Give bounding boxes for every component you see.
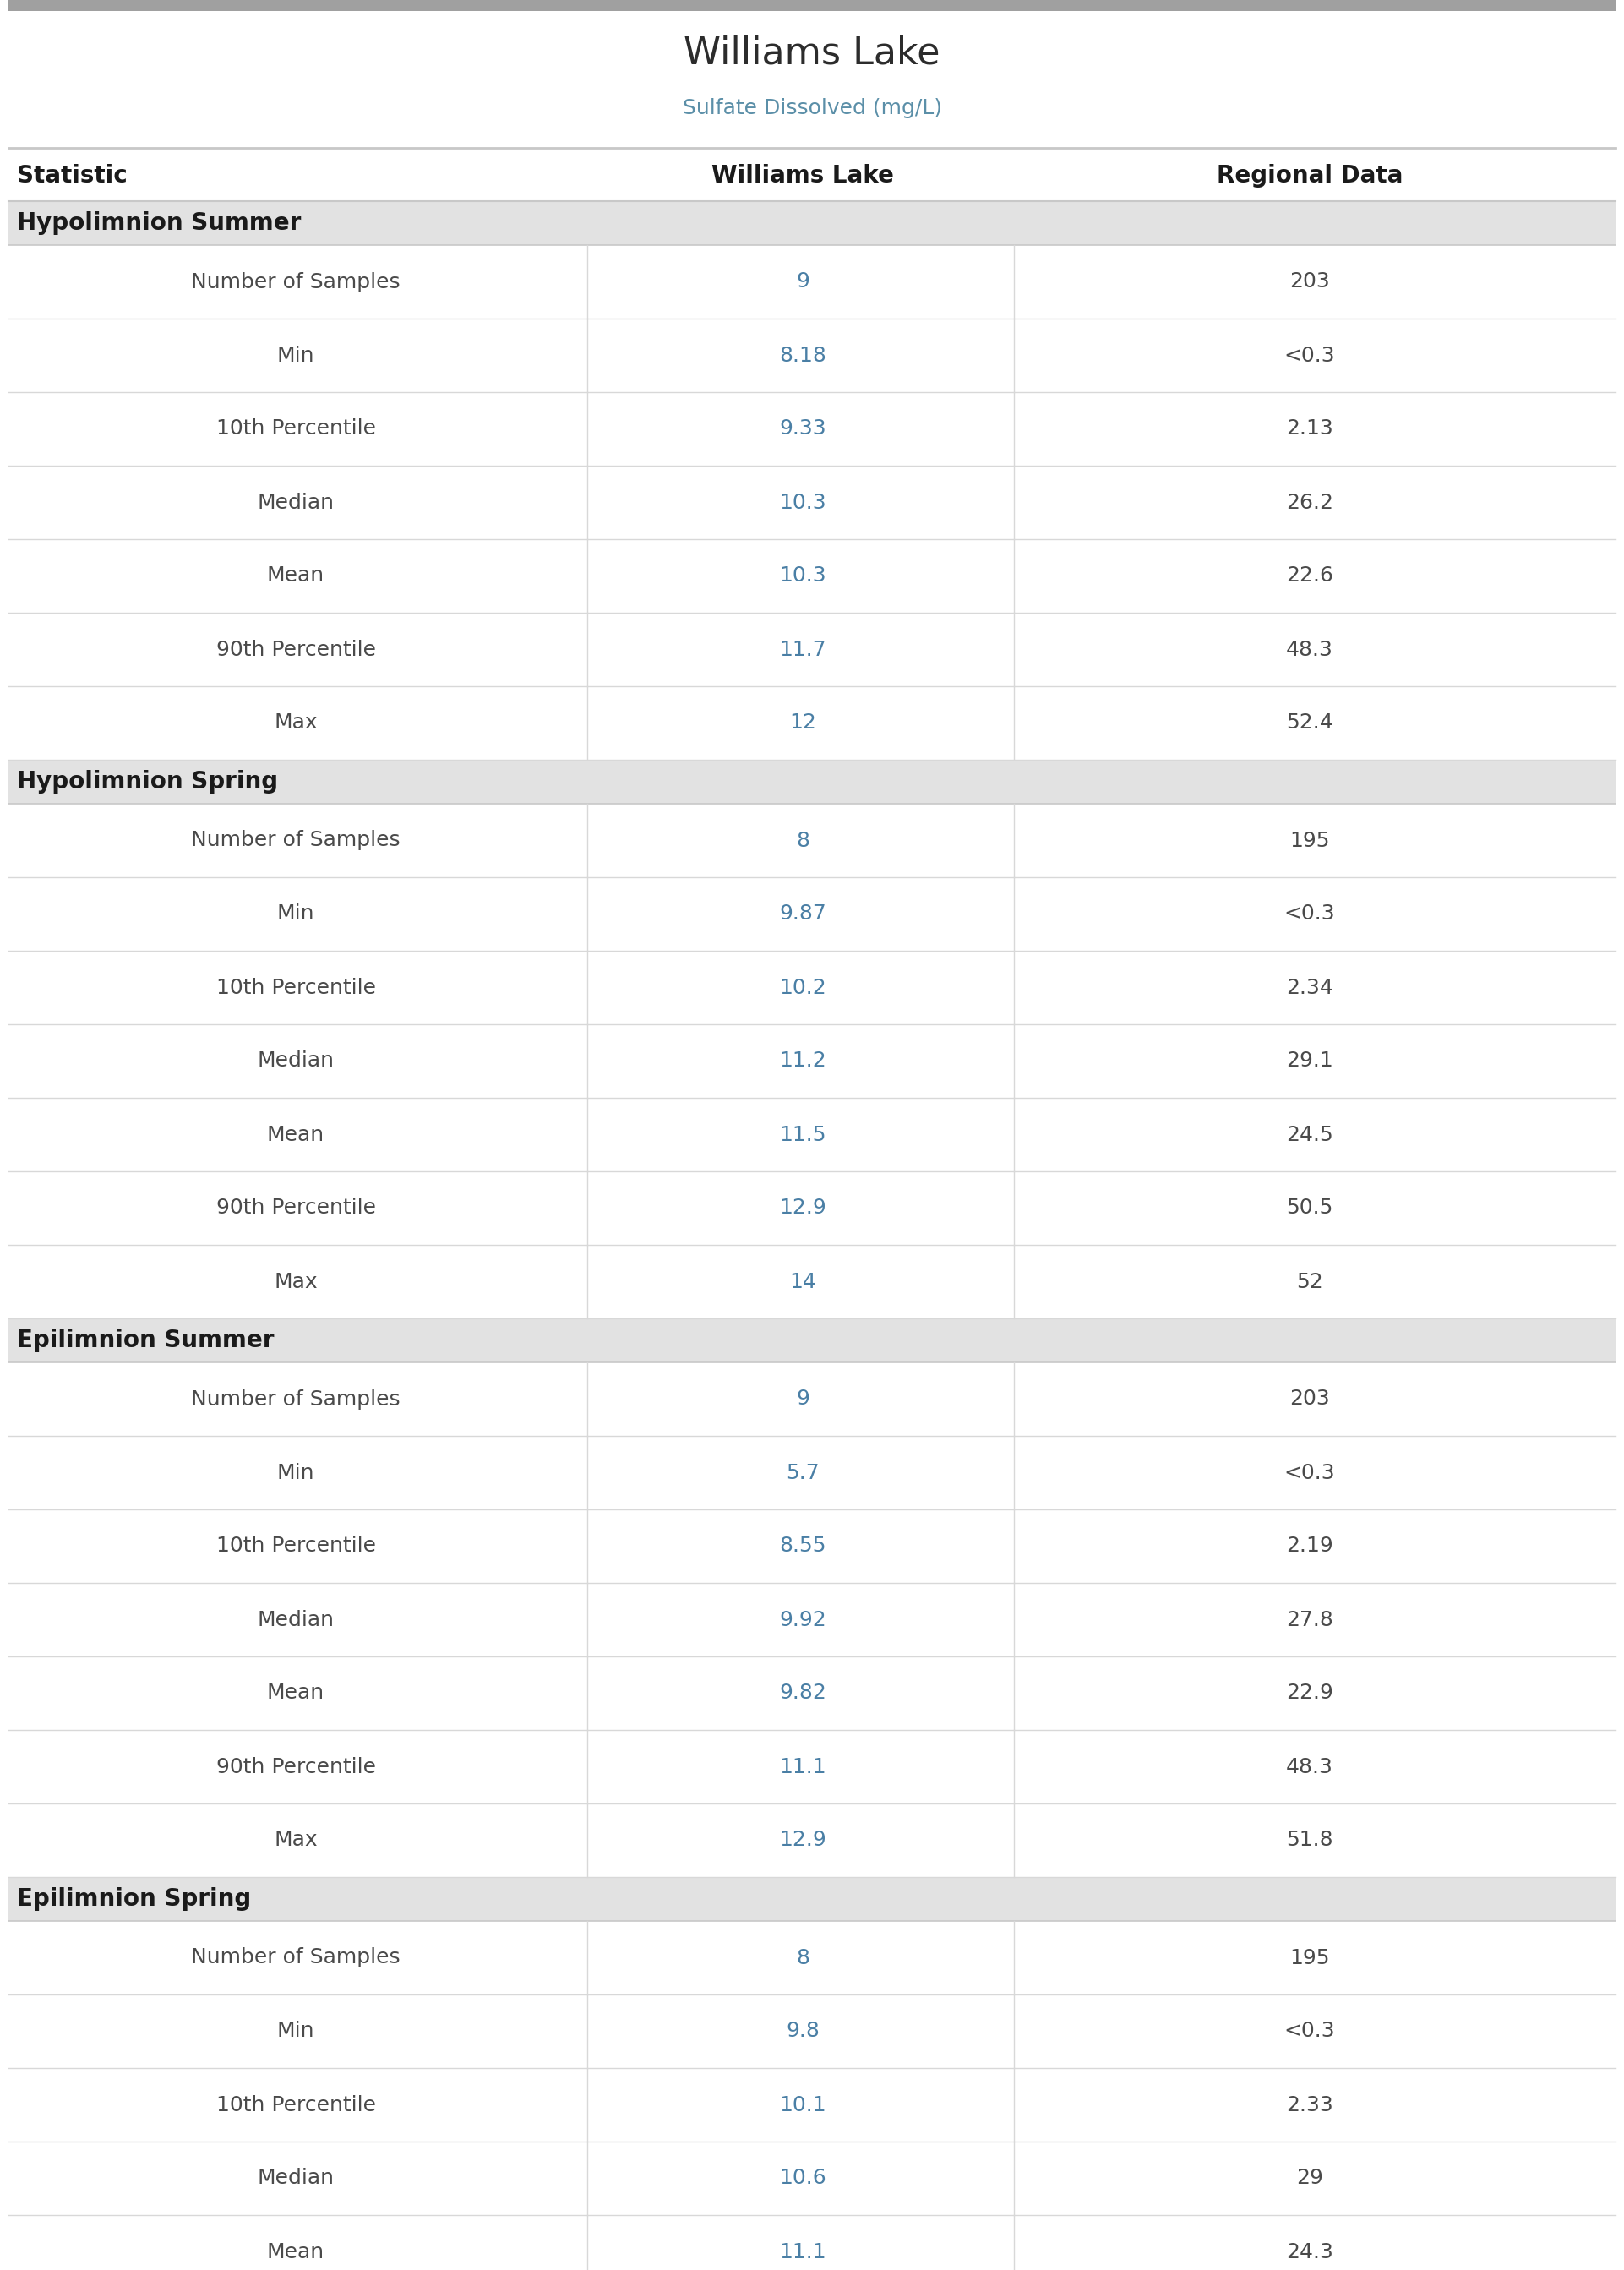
Text: 2.34: 2.34 bbox=[1286, 978, 1333, 999]
Text: 90th Percentile: 90th Percentile bbox=[216, 1757, 375, 1777]
Text: 5.7: 5.7 bbox=[786, 1462, 820, 1482]
Text: 203: 203 bbox=[1289, 272, 1330, 293]
Text: 12.9: 12.9 bbox=[780, 1199, 827, 1219]
Text: 48.3: 48.3 bbox=[1286, 640, 1333, 661]
Text: 24.3: 24.3 bbox=[1286, 2243, 1333, 2261]
Text: 12.9: 12.9 bbox=[780, 1830, 827, 1850]
Text: <0.3: <0.3 bbox=[1285, 345, 1335, 365]
Text: 52.4: 52.4 bbox=[1286, 713, 1333, 733]
Text: 14: 14 bbox=[789, 1271, 817, 1292]
Text: 90th Percentile: 90th Percentile bbox=[216, 640, 375, 661]
Text: 24.5: 24.5 bbox=[1286, 1124, 1333, 1144]
Bar bbox=[8, 202, 1616, 245]
Text: Max: Max bbox=[274, 1830, 318, 1850]
Text: Min: Min bbox=[278, 2020, 315, 2041]
Text: 8: 8 bbox=[796, 1948, 809, 1968]
Text: Sulfate Dissolved (mg/L): Sulfate Dissolved (mg/L) bbox=[682, 98, 942, 118]
Text: 9: 9 bbox=[796, 1389, 809, 1410]
Text: 9: 9 bbox=[796, 272, 809, 293]
Text: Max: Max bbox=[274, 713, 318, 733]
Text: 8.18: 8.18 bbox=[780, 345, 827, 365]
Text: 2.19: 2.19 bbox=[1286, 1537, 1333, 1557]
Text: 10th Percentile: 10th Percentile bbox=[216, 978, 375, 999]
Text: 22.6: 22.6 bbox=[1286, 565, 1333, 586]
Text: 11.1: 11.1 bbox=[780, 2243, 827, 2261]
Text: 10.3: 10.3 bbox=[780, 565, 827, 586]
Text: 22.9: 22.9 bbox=[1286, 1682, 1333, 1702]
Text: Median: Median bbox=[257, 2168, 335, 2188]
Text: 10th Percentile: 10th Percentile bbox=[216, 2095, 375, 2116]
Text: 48.3: 48.3 bbox=[1286, 1757, 1333, 1777]
Bar bbox=[8, 1877, 1616, 1920]
Text: 9.82: 9.82 bbox=[780, 1682, 827, 1702]
Text: 10.1: 10.1 bbox=[780, 2095, 827, 2116]
Text: Williams Lake: Williams Lake bbox=[711, 163, 893, 188]
Text: 2.33: 2.33 bbox=[1286, 2095, 1333, 2116]
Text: Mean: Mean bbox=[266, 1682, 325, 1702]
Text: 8: 8 bbox=[796, 831, 809, 851]
Text: 29: 29 bbox=[1296, 2168, 1324, 2188]
Text: 11.2: 11.2 bbox=[780, 1051, 827, 1071]
Text: Median: Median bbox=[257, 493, 335, 513]
Bar bbox=[8, 1319, 1616, 1362]
Text: Mean: Mean bbox=[266, 1124, 325, 1144]
Text: 195: 195 bbox=[1289, 831, 1330, 851]
Bar bbox=[8, 0, 1616, 11]
Text: Epilimnion Summer: Epilimnion Summer bbox=[16, 1328, 274, 1353]
Text: 29.1: 29.1 bbox=[1286, 1051, 1333, 1071]
Bar bbox=[8, 760, 1616, 804]
Text: Mean: Mean bbox=[266, 565, 325, 586]
Text: <0.3: <0.3 bbox=[1285, 1462, 1335, 1482]
Text: 11.7: 11.7 bbox=[780, 640, 827, 661]
Text: 10th Percentile: 10th Percentile bbox=[216, 1537, 375, 1557]
Text: 26.2: 26.2 bbox=[1286, 493, 1333, 513]
Text: 2.13: 2.13 bbox=[1286, 418, 1333, 438]
Text: 27.8: 27.8 bbox=[1286, 1609, 1333, 1630]
Text: Max: Max bbox=[274, 1271, 318, 1292]
Text: 203: 203 bbox=[1289, 1389, 1330, 1410]
Text: 10.6: 10.6 bbox=[780, 2168, 827, 2188]
Text: Median: Median bbox=[257, 1609, 335, 1630]
Text: 11.1: 11.1 bbox=[780, 1757, 827, 1777]
Text: Number of Samples: Number of Samples bbox=[192, 1389, 401, 1410]
Text: 51.8: 51.8 bbox=[1286, 1830, 1333, 1850]
Text: Median: Median bbox=[257, 1051, 335, 1071]
Text: 12: 12 bbox=[789, 713, 817, 733]
Text: 9.33: 9.33 bbox=[780, 418, 827, 438]
Text: Number of Samples: Number of Samples bbox=[192, 272, 401, 293]
Text: 52: 52 bbox=[1296, 1271, 1324, 1292]
Text: Mean: Mean bbox=[266, 2243, 325, 2261]
Text: Hypolimnion Spring: Hypolimnion Spring bbox=[16, 770, 278, 794]
Text: 90th Percentile: 90th Percentile bbox=[216, 1199, 375, 1219]
Text: 9.87: 9.87 bbox=[780, 903, 827, 924]
Text: <0.3: <0.3 bbox=[1285, 903, 1335, 924]
Text: Hypolimnion Summer: Hypolimnion Summer bbox=[16, 211, 300, 234]
Text: 10.3: 10.3 bbox=[780, 493, 827, 513]
Text: 10th Percentile: 10th Percentile bbox=[216, 418, 375, 438]
Text: Epilimnion Spring: Epilimnion Spring bbox=[16, 1886, 252, 1911]
Text: Regional Data: Regional Data bbox=[1216, 163, 1403, 188]
Text: Min: Min bbox=[278, 345, 315, 365]
Text: Statistic: Statistic bbox=[16, 163, 127, 188]
Text: Number of Samples: Number of Samples bbox=[192, 1948, 401, 1968]
Text: 10.2: 10.2 bbox=[780, 978, 827, 999]
Text: Number of Samples: Number of Samples bbox=[192, 831, 401, 851]
Text: Williams Lake: Williams Lake bbox=[684, 34, 940, 70]
Text: Min: Min bbox=[278, 1462, 315, 1482]
Text: 8.55: 8.55 bbox=[780, 1537, 827, 1557]
Text: <0.3: <0.3 bbox=[1285, 2020, 1335, 2041]
Text: 195: 195 bbox=[1289, 1948, 1330, 1968]
Text: 9.8: 9.8 bbox=[786, 2020, 820, 2041]
Text: 50.5: 50.5 bbox=[1286, 1199, 1333, 1219]
Text: 11.5: 11.5 bbox=[780, 1124, 827, 1144]
Text: Min: Min bbox=[278, 903, 315, 924]
Text: 9.92: 9.92 bbox=[780, 1609, 827, 1630]
